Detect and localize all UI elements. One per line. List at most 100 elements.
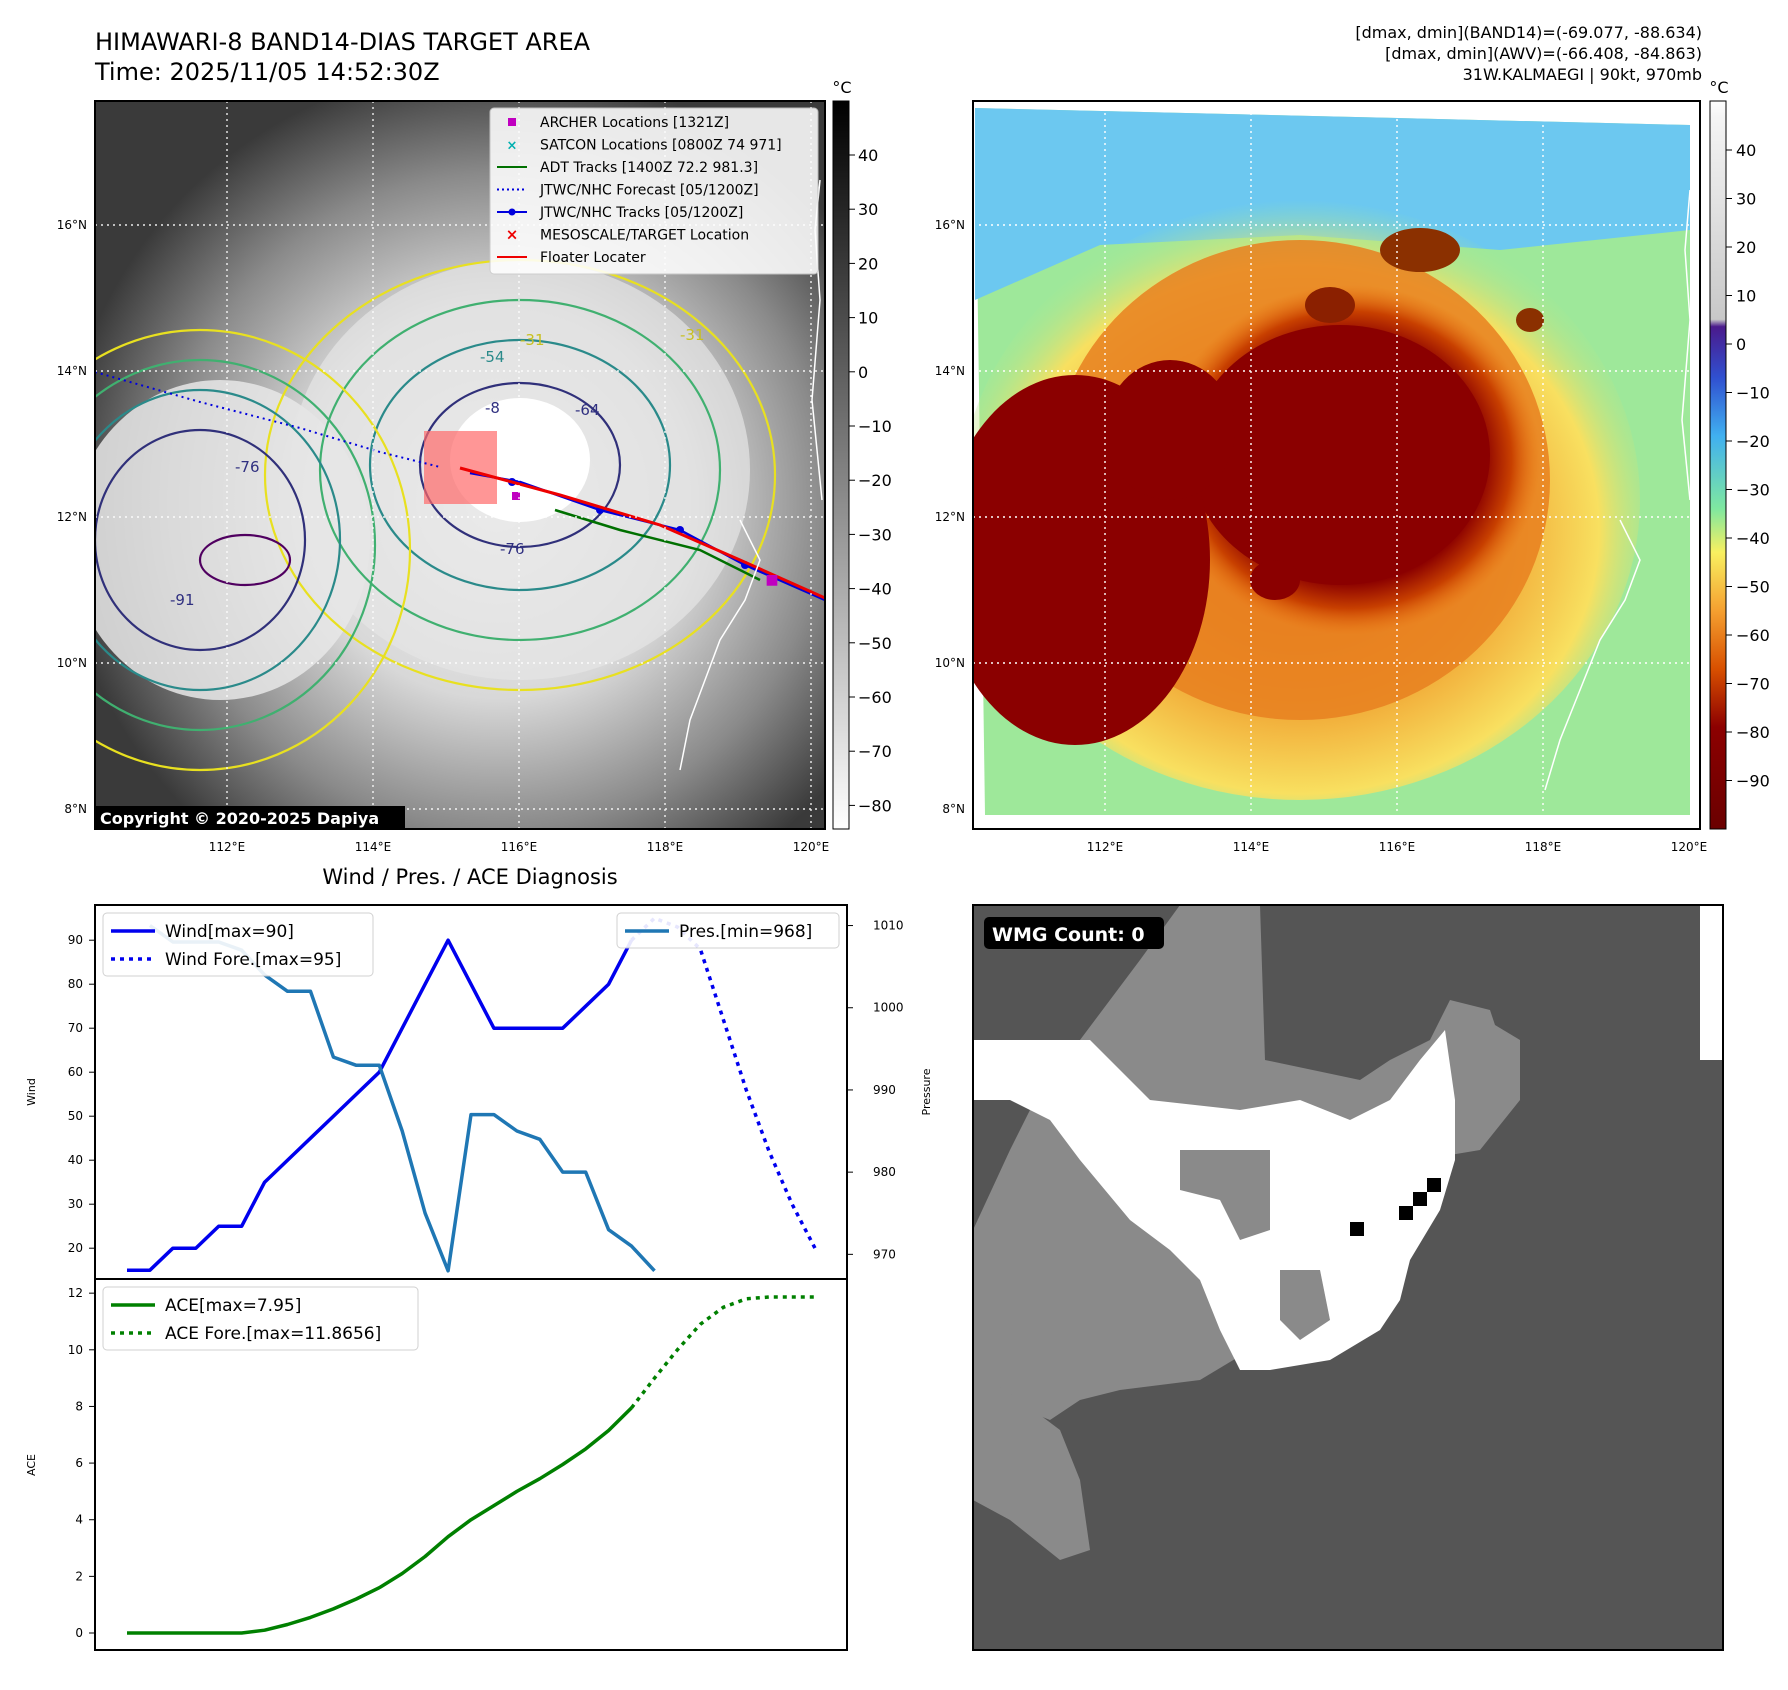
ace-legend-label: ACE[max=7.95] — [165, 1296, 301, 1316]
colorbar-tick-label: −50 — [858, 634, 892, 653]
wind-tick-label: 90 — [68, 933, 83, 947]
wind-tick-label: 50 — [68, 1109, 83, 1123]
pressure-axis-label: Pressure — [920, 1068, 933, 1115]
contour-label: -31 — [520, 331, 545, 349]
ace-tick-label: 6 — [75, 1456, 83, 1470]
lat-label: 10°N — [57, 656, 87, 670]
colorbar-tick-label: −40 — [858, 580, 892, 599]
colorbar-tick-label: 30 — [1736, 190, 1756, 209]
colorbar-tick-label: 40 — [1736, 141, 1756, 160]
ace-legend: ACE[max=7.95] ACE Fore.[max=11.8656] — [102, 1286, 419, 1351]
legend-marker: × — [507, 139, 518, 154]
wmg-cold-pixel — [1427, 1178, 1441, 1192]
ir-map-lon-labels: 112°E 114°E 116°E 118°E 120°E — [209, 840, 830, 854]
lat-label: 16°N — [935, 218, 965, 232]
info-awv: [dmax, dmin](AWV)=(-66.408, -84.863) — [1385, 44, 1702, 63]
ace-tick-label: 2 — [75, 1569, 83, 1583]
colorbar-tick-label: 0 — [858, 363, 868, 382]
colorbar-tick-label: 40 — [858, 146, 878, 165]
legend-marker — [508, 208, 516, 216]
copyright-text: Copyright © 2020-2025 Dapiya — [100, 809, 379, 828]
series-line-ace-fore- — [630, 1295, 815, 1409]
ir-colorbar: °C 40 30 20 10 0 −10 −20 −30 −40 −50 −60 −70 −80 — [832, 78, 892, 830]
lat-label: 12°N — [935, 510, 965, 524]
colorbar-tick-label: 30 — [858, 200, 878, 219]
legend-label: MESOSCALE/TARGET Location — [540, 228, 749, 244]
colorbar-tick-label: −20 — [858, 471, 892, 490]
ir-map-panel: -76 -76 -64 -54 -31 -31 -91 -8 ■ — [57, 100, 830, 854]
legend-marker: × — [506, 226, 519, 244]
legend-marker — [508, 118, 516, 126]
legend-label: JTWC/NHC Tracks [05/1200Z] — [539, 205, 743, 221]
pressure-tick-label: 1010 — [873, 919, 904, 933]
wmg-cold-pixel — [1350, 1222, 1364, 1236]
colorbar-tick-label: −80 — [858, 796, 892, 815]
wmg-count-badge — [984, 917, 1164, 949]
series-line-wind — [127, 938, 634, 1272]
pressure-tick-label: 980 — [873, 1165, 896, 1179]
main-title: HIMAWARI-8 BAND14-DIAS TARGET AREA — [95, 28, 591, 56]
lat-label: 8°N — [64, 802, 87, 816]
pressure-legend-label: Pres.[min=968] — [679, 922, 812, 942]
contour-label: -31 — [680, 326, 705, 344]
time-title: Time: 2025/11/05 14:52:30Z — [94, 58, 440, 86]
pressure-tick-label: 970 — [873, 1247, 896, 1261]
copyright-badge — [95, 806, 405, 830]
jtwc-forecast-track — [95, 371, 441, 468]
legend-label: SATCON Locations [0800Z 74 971] — [540, 138, 782, 154]
lon-label: 116°E — [1379, 840, 1416, 854]
ace-chart: ACE 0 2 4 6 8 10 12 ACE[max=7.95] ACE Fore.[ma… — [25, 1278, 848, 1651]
diagnosis-title: Wind / Pres. / ACE Diagnosis — [322, 865, 617, 889]
wmg-panel: WMG Count: 0 — [972, 904, 1724, 1651]
legend-label: Floater Locater — [540, 250, 646, 266]
ace-forecast-legend-label: ACE Fore.[max=11.8656] — [165, 1324, 381, 1344]
lon-label: 112°E — [209, 840, 246, 854]
contour-label: -54 — [480, 348, 505, 366]
colorbar-tick-label: −40 — [1736, 529, 1770, 548]
wind-tick-label: 40 — [68, 1153, 83, 1167]
enh-colorbar-unit: °C — [1709, 78, 1728, 97]
colorbar-tick-label: −50 — [1736, 578, 1770, 597]
floater-locater-track — [459, 466, 825, 600]
lat-label: 8°N — [942, 802, 965, 816]
colorbar-tick-label: −80 — [1736, 723, 1770, 742]
lon-label: 114°E — [355, 840, 392, 854]
colorbar-tick-label: −30 — [1736, 481, 1770, 500]
wind-legend-label: Wind[max=90] — [165, 922, 294, 942]
lat-label: 14°N — [935, 364, 965, 378]
colorbar-tick-label: −70 — [858, 742, 892, 761]
pressure-tick-label: 990 — [873, 1083, 896, 1097]
colorbar-tick-label: −70 — [1736, 675, 1770, 694]
adt-track — [554, 508, 761, 582]
wmg-cold-pixel — [1399, 1206, 1413, 1220]
info-band14: [dmax, dmin](BAND14)=(-69.077, -88.634) — [1355, 23, 1702, 42]
wind-axis-label: Wind — [25, 1078, 38, 1106]
pressure-legend: Pres.[min=968] — [616, 912, 840, 949]
colorbar-tick-label: −30 — [858, 525, 892, 544]
pressure-tick-label: 1000 — [873, 1001, 904, 1015]
contour-label: -76 — [235, 458, 260, 476]
colorbar-tick-label: 20 — [1736, 238, 1756, 257]
wind-pressure-chart: Wind / Pres. / ACE Diagnosis Wind Pressu… — [25, 865, 933, 1280]
lat-label: 16°N — [57, 218, 87, 232]
colorbar-tick-label: 10 — [1736, 287, 1756, 306]
ace-tick-label: 10 — [68, 1343, 83, 1357]
colorbar-tick-label: 20 — [858, 254, 878, 273]
ir-map-lat-labels: 16°N 14°N 12°N 10°N 8°N — [57, 218, 87, 816]
colorbar-tick-label: 0 — [1736, 335, 1746, 354]
ace-tick-label: 8 — [75, 1399, 83, 1413]
ace-tick-label: 12 — [68, 1286, 83, 1300]
lon-label: 116°E — [501, 840, 538, 854]
wind-tick-label: 30 — [68, 1197, 83, 1211]
colorbar-tick-label: −10 — [1736, 384, 1770, 403]
colorbar-tick-label: −60 — [1736, 626, 1770, 645]
ace-tick-label: 4 — [75, 1513, 83, 1527]
contour-label: -76 — [500, 540, 525, 558]
contour-label: -8 — [485, 399, 500, 417]
lon-label: 118°E — [647, 840, 684, 854]
ace-axis-label: ACE — [25, 1454, 38, 1476]
colorbar-tick-label: −90 — [1736, 772, 1770, 791]
wind-tick-label: 70 — [68, 1021, 83, 1035]
enh-map-lon-labels: 112°E 114°E 116°E 118°E 120°E — [1087, 840, 1708, 854]
